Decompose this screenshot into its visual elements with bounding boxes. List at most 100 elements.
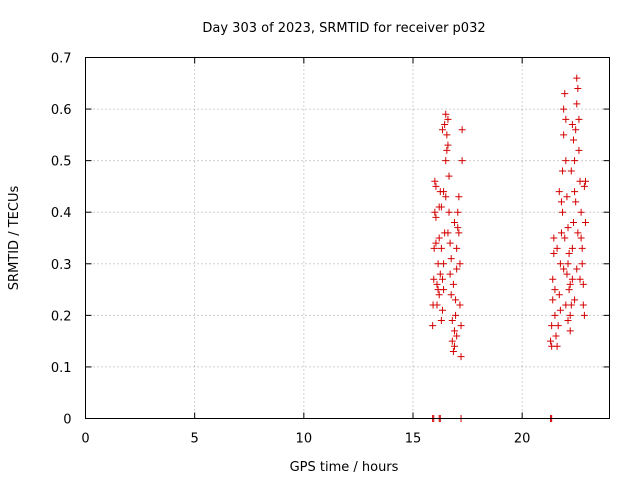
data-point xyxy=(548,322,556,330)
data-point xyxy=(432,213,440,221)
data-point xyxy=(573,74,581,82)
data-point xyxy=(564,317,572,325)
data-point xyxy=(448,337,456,345)
data-point xyxy=(445,172,453,180)
data-point xyxy=(564,260,572,268)
data-point xyxy=(578,260,586,268)
data-point xyxy=(432,239,440,247)
data-point xyxy=(450,219,458,227)
data-point xyxy=(572,198,580,206)
data-point xyxy=(555,188,563,196)
data-point xyxy=(559,167,567,175)
data-point xyxy=(454,208,462,216)
data-point xyxy=(554,322,562,330)
data-point xyxy=(560,105,568,113)
data-point xyxy=(555,291,563,299)
data-point xyxy=(444,229,452,237)
data-point xyxy=(452,311,460,319)
y-tick-label: 0.2 xyxy=(51,309,72,324)
data-point xyxy=(562,301,570,309)
data-point xyxy=(560,265,568,273)
data-point xyxy=(438,275,446,283)
data-point xyxy=(437,203,445,211)
data-point xyxy=(569,136,577,144)
data-point xyxy=(449,347,457,355)
y-tick-label: 0.4 xyxy=(51,206,72,221)
data-point xyxy=(431,208,439,216)
data-point xyxy=(575,146,583,154)
x-axis-label: GPS time / hours xyxy=(290,460,399,475)
data-point xyxy=(578,244,586,252)
x-tick-label: 0 xyxy=(81,432,89,447)
data-point xyxy=(442,157,450,165)
data-point xyxy=(560,131,568,139)
data-point xyxy=(430,275,438,283)
data-point xyxy=(457,322,465,330)
data-point xyxy=(577,208,585,216)
data-point xyxy=(572,126,580,134)
data-point xyxy=(440,188,448,196)
data-point xyxy=(561,90,569,98)
data-point xyxy=(430,244,438,252)
data-point xyxy=(577,234,585,242)
data-points xyxy=(429,74,589,422)
data-point xyxy=(566,327,574,335)
data-point xyxy=(559,208,567,216)
data-point xyxy=(562,157,570,165)
data-point xyxy=(454,224,462,232)
data-point xyxy=(440,286,448,294)
data-point xyxy=(444,115,452,123)
data-point xyxy=(435,291,443,299)
data-point xyxy=(566,311,574,319)
data-point xyxy=(453,265,461,273)
data-point xyxy=(446,239,454,247)
data-point xyxy=(574,229,582,237)
data-point xyxy=(581,219,589,227)
data-point xyxy=(563,193,571,201)
data-point xyxy=(443,131,451,139)
data-point xyxy=(444,141,452,149)
data-point xyxy=(453,332,461,340)
data-point xyxy=(571,188,579,196)
data-point xyxy=(455,229,463,237)
data-point xyxy=(580,311,588,319)
data-point xyxy=(441,121,449,129)
axis-ticks: 0 0.1 0.2 0.3 0.4 0.5 0.6 0.7 0 5 10 15 20 xyxy=(51,52,610,447)
data-point xyxy=(438,126,446,134)
data-point xyxy=(453,244,461,252)
data-point xyxy=(455,193,463,201)
data-point xyxy=(552,332,560,340)
x-tick-label: 20 xyxy=(514,432,531,447)
data-point xyxy=(449,280,457,288)
data-point xyxy=(431,177,439,185)
data-point xyxy=(432,182,440,190)
data-point xyxy=(447,255,455,263)
data-point xyxy=(433,280,441,288)
data-point xyxy=(573,100,581,108)
data-point xyxy=(547,337,555,345)
data-point xyxy=(562,115,570,123)
x-tick-label: 15 xyxy=(405,432,422,447)
data-point xyxy=(440,260,448,268)
data-point xyxy=(450,327,458,335)
data-point xyxy=(565,286,573,294)
y-tick-label: 0.1 xyxy=(51,361,72,376)
data-point xyxy=(569,219,577,227)
y-tick-label: 0.6 xyxy=(51,103,72,118)
data-point xyxy=(442,110,450,118)
data-point xyxy=(446,270,454,278)
y-axis-label: SRMTID / TECUs xyxy=(7,186,22,291)
y-tick-label: 0 xyxy=(63,413,71,428)
data-point xyxy=(571,296,579,304)
y-tick-label: 0.7 xyxy=(51,52,72,67)
data-point xyxy=(447,291,455,299)
data-point xyxy=(580,182,588,190)
data-point xyxy=(564,224,572,232)
data-point xyxy=(551,286,559,294)
y-tick-label: 0.3 xyxy=(51,258,72,273)
data-point xyxy=(458,157,466,165)
data-point xyxy=(549,296,557,304)
data-point xyxy=(557,198,565,206)
